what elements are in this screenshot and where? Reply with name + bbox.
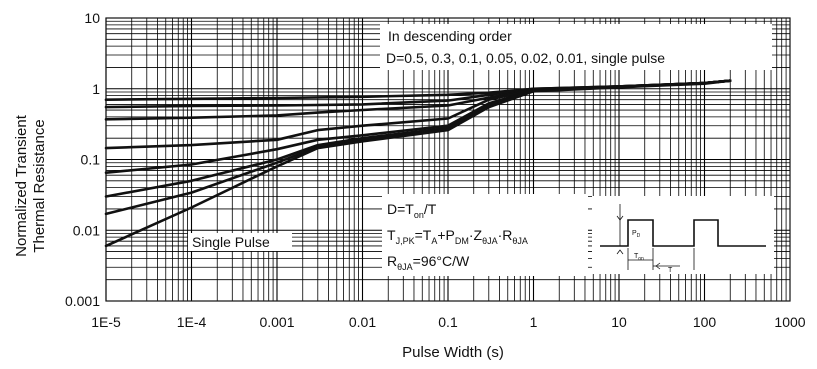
t-label: T [668, 267, 673, 274]
series-line-single [104, 79, 732, 248]
pd-arrowhead-top [616, 215, 624, 221]
x-tick-label: 1E-4 [177, 314, 207, 330]
single-pulse-label-bg [188, 233, 292, 251]
order-annotation-line2: D=0.5, 0.3, 0.1, 0.05, 0.02, 0.01, singl… [386, 50, 665, 66]
y-tick-label: 1 [92, 81, 100, 97]
t-arrowhead [655, 262, 661, 270]
ton-label: Ton [634, 253, 644, 262]
formula-box-bg [382, 194, 588, 276]
order-annotation-bg [380, 24, 772, 70]
pulse-waveform [600, 219, 766, 247]
x-tick-label: 0.1 [438, 314, 458, 330]
y-tick-label: 10 [84, 10, 100, 26]
y-tick-labels: 0.001 0.01 0.1 1 10 [65, 10, 100, 309]
y-axis-label-line1: Normalized Transient [13, 114, 30, 257]
x-tick-label: 1000 [774, 314, 805, 330]
pd-arrowhead-bottom [616, 249, 624, 255]
plot-frame [105, 17, 791, 302]
rth-formula: RθJA=96°C/W [387, 253, 470, 272]
single-pulse-label: Single Pulse [192, 234, 270, 250]
x-axis-label: Pulse Width (s) [402, 344, 504, 361]
y-tick-label: 0.001 [65, 293, 100, 309]
y-axis-label-line2: Thermal Resistance [31, 119, 48, 252]
x-tick-label: 1E-5 [91, 314, 121, 330]
curves [104, 79, 732, 248]
order-annotation-line1: In descending order [388, 28, 512, 44]
x-tick-label: 1 [530, 314, 538, 330]
pulse-waveform-inset: PD Ton T [592, 196, 774, 274]
tj-formula: TJ,PK=TA+PDM·ZθJA·RθJA [387, 227, 528, 246]
x-tick-label: 100 [693, 314, 717, 330]
x-tick-labels: 1E-5 1E-4 0.001 0.01 0.1 1 10 100 1000 [91, 314, 806, 330]
pd-label: PD [632, 230, 641, 239]
duty-formula: D=Ton/T [387, 201, 437, 220]
y-tick-label: 0.01 [73, 222, 100, 238]
series-line-d0.5 [104, 79, 732, 101]
inset-bg [592, 196, 774, 274]
x-tick-label: 10 [611, 314, 627, 330]
x-tick-label: 0.001 [259, 314, 294, 330]
x-tick-label: 0.01 [349, 314, 376, 330]
y-tick-label: 0.1 [81, 152, 101, 168]
